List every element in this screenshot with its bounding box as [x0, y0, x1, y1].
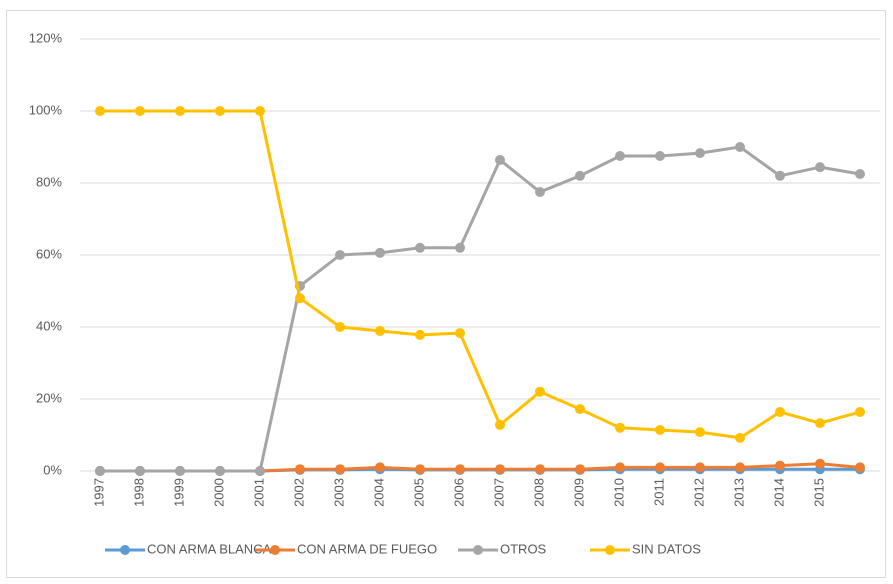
point-marker [775, 170, 785, 181]
x-tick-label: 1998 [131, 478, 146, 507]
point-marker [455, 464, 465, 475]
point-marker [535, 464, 545, 475]
x-tick-label: 2001 [251, 478, 266, 507]
chart-frame [6, 10, 886, 578]
series-line [100, 145, 861, 473]
point-marker [135, 466, 145, 476]
point-marker [775, 460, 785, 471]
point-marker [575, 170, 585, 181]
x-tick-label: 2000 [211, 478, 226, 507]
point-marker [695, 427, 705, 438]
x-tick-label: 1999 [171, 478, 186, 507]
point-marker [295, 293, 305, 304]
point-marker [735, 432, 745, 443]
point-marker [335, 250, 345, 260]
x-tick-label: 2002 [291, 478, 306, 507]
point-marker [815, 418, 825, 429]
point-marker [655, 424, 665, 435]
point-marker [95, 106, 105, 116]
legend-marker [120, 545, 130, 555]
legend-label: CON ARMA BLANCA [147, 541, 272, 556]
y-tick-label: 100% [29, 102, 63, 117]
point-marker [815, 458, 825, 469]
legend-marker [270, 545, 280, 555]
point-marker [415, 329, 425, 340]
point-marker [375, 325, 385, 336]
x-tick-label: 2008 [531, 478, 546, 507]
y-tick-label: 80% [36, 174, 62, 189]
point-marker [855, 169, 865, 179]
x-tick-label: 2014 [771, 478, 786, 507]
point-marker [95, 466, 105, 476]
point-marker [175, 466, 185, 476]
point-marker [535, 386, 545, 397]
point-marker [375, 462, 385, 473]
x-tick-label: 1997 [91, 478, 106, 507]
legend-marker [605, 545, 615, 555]
y-tick-label: 60% [36, 246, 62, 261]
y-tick-label: 20% [36, 390, 62, 405]
point-marker [495, 419, 505, 430]
point-marker [255, 106, 265, 116]
point-marker [215, 466, 225, 476]
legend-label: CON ARMA DE FUEGO [297, 541, 437, 556]
point-marker [255, 466, 265, 476]
x-tick-label: 2007 [491, 478, 506, 507]
x-tick-label: 2009 [571, 478, 586, 507]
point-marker [695, 148, 705, 159]
x-tick-label: 2013 [731, 478, 746, 507]
x-tick-label: 2006 [451, 478, 466, 507]
point-marker [335, 464, 345, 475]
point-marker [535, 187, 545, 197]
point-marker [415, 464, 425, 475]
point-marker [335, 322, 345, 332]
point-marker [615, 151, 625, 161]
x-tick-label: 2005 [411, 478, 426, 507]
point-marker [655, 462, 665, 473]
y-tick-label: 0% [43, 462, 62, 477]
point-marker [815, 162, 825, 173]
point-marker [295, 464, 305, 475]
point-marker [735, 462, 745, 473]
legend-marker [473, 545, 483, 555]
point-marker [375, 247, 385, 258]
point-marker [215, 106, 225, 116]
point-marker [655, 151, 665, 161]
point-marker [855, 406, 865, 417]
x-tick-label: 2011 [651, 478, 666, 506]
x-tick-label: 2004 [371, 478, 386, 507]
point-marker [735, 142, 745, 152]
y-tick-label: 40% [36, 318, 62, 333]
y-tick-label: 120% [29, 30, 63, 45]
legend-label: OTROS [500, 541, 547, 556]
x-tick-label: 2010 [611, 478, 626, 507]
point-marker [495, 154, 505, 165]
point-marker [615, 462, 625, 473]
point-marker [415, 242, 425, 253]
x-tick-label: 2003 [331, 478, 346, 507]
point-marker [455, 242, 465, 253]
point-marker [615, 422, 625, 433]
point-marker [575, 464, 585, 475]
point-marker [855, 462, 865, 473]
point-marker [495, 464, 505, 475]
x-tick-label: 2015 [811, 478, 826, 507]
point-marker [455, 328, 465, 339]
series-line [100, 109, 861, 440]
x-tick-label: 2012 [691, 478, 706, 507]
point-marker [775, 406, 785, 417]
point-marker [135, 106, 145, 116]
point-marker [175, 106, 185, 116]
point-marker [695, 462, 705, 473]
legend-label: SIN DATOS [632, 541, 701, 556]
point-marker [575, 404, 585, 415]
